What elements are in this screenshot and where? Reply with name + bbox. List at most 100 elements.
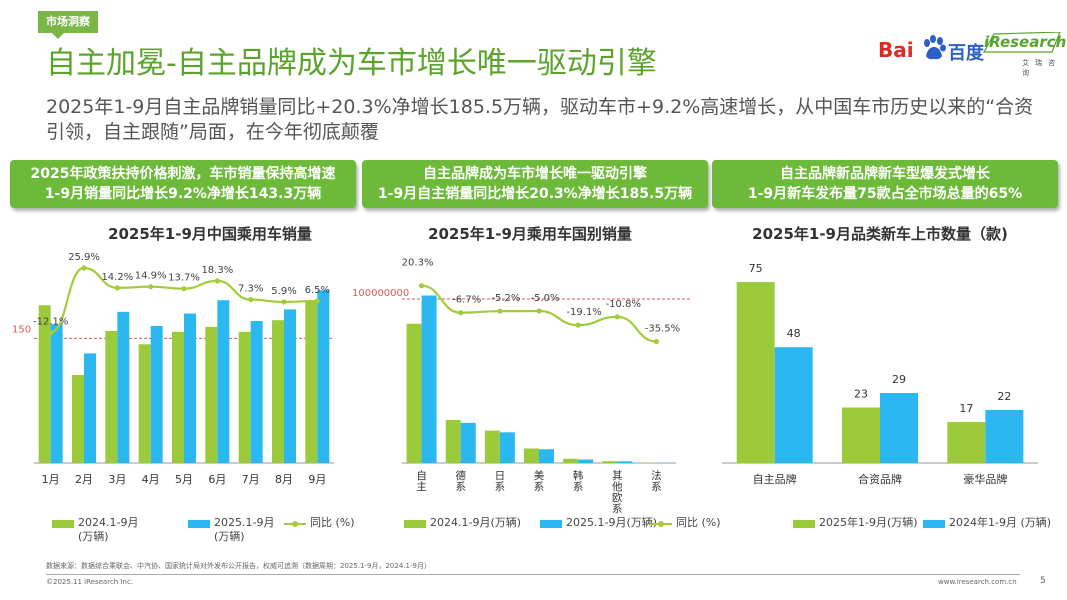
yoy-label: -10.8% xyxy=(606,299,641,310)
x-tick-label-char: 美 xyxy=(534,469,545,482)
yoy-label: 7.3% xyxy=(238,284,263,295)
x-tick-label-char: 系 xyxy=(534,481,545,493)
bar-2024 xyxy=(985,409,1024,463)
page-title: 自主加冕-自主品牌成为车市增长唯一驱动引擎 xyxy=(46,46,657,81)
baidu-logo-text: Bai xyxy=(878,38,914,62)
bar-2025 xyxy=(736,282,775,463)
x-tick-label: 2月 xyxy=(75,473,93,486)
chart-3-title: 2025年1-9月品类新车上市数量（款) xyxy=(752,225,1008,243)
yoy-point xyxy=(314,298,320,304)
yoy-point xyxy=(248,296,254,303)
x-tick-label-char: 法 xyxy=(651,469,662,482)
section-tag: 市场洞察 xyxy=(38,11,98,39)
banner-1: 2025年政策扶持价格刺激，车市销量保持高增速 1-9月销量同比增长9.2%净增… xyxy=(10,160,356,208)
bar-2024 xyxy=(445,419,461,463)
x-tick-label: 9月 xyxy=(308,473,326,486)
bar-2025 xyxy=(284,309,296,463)
data-label-2025: 17 xyxy=(959,402,973,415)
yoy-label: -5.2% xyxy=(491,293,520,304)
bar-2025 xyxy=(117,311,130,463)
data-label-2025: 75 xyxy=(749,262,763,275)
bar-2025 xyxy=(421,295,437,463)
yoy-point xyxy=(575,322,581,328)
bar-2024 xyxy=(602,461,618,463)
bar-2024 xyxy=(105,330,118,463)
yoy-point xyxy=(653,338,660,345)
bar-2025 xyxy=(50,324,63,463)
legend-label: 2025年1-9月(万辆) xyxy=(819,516,918,529)
yoy-label: 14.2% xyxy=(101,272,133,283)
x-tick-label: 合资品牌 xyxy=(858,472,902,486)
bar-2025 xyxy=(578,459,594,463)
banner-3: 自主品牌新品牌新车型爆发式增长 1-9月新车发布量75款占全市场总量的65% xyxy=(712,160,1058,208)
data-label-2024: 29 xyxy=(892,373,906,386)
legend-swatch xyxy=(540,520,562,528)
data-label-2024: 48 xyxy=(787,327,801,340)
legend-swatch xyxy=(404,520,426,528)
bar-2025 xyxy=(184,313,196,463)
legend-label: 同比 (%) xyxy=(310,516,355,529)
bar-2025 xyxy=(617,461,633,463)
x-tick-label-char: 日 xyxy=(495,470,506,482)
bar-2024 xyxy=(172,331,184,463)
x-tick-label-char: 德 xyxy=(455,469,466,482)
summary-text: 2025年1-9月自主品牌销量同比+20.3%净增长185.5万辆，驱动车市+9… xyxy=(46,96,1034,143)
bar-2024 xyxy=(138,344,151,463)
yoy-label: 5.9% xyxy=(271,286,296,297)
yoy-point xyxy=(148,284,154,290)
yoy-point xyxy=(281,299,287,305)
iresearch-swoosh-icon xyxy=(982,32,1061,53)
bar-2025 xyxy=(250,320,263,463)
yoy-label: -12.1% xyxy=(33,317,68,328)
legend-label: 同比 (%) xyxy=(676,516,721,529)
copyright: ©2025.11 iResearch Inc. xyxy=(46,578,134,586)
yoy-label: -6.7% xyxy=(452,295,481,306)
bar-2024 xyxy=(205,326,218,463)
x-tick-label-char: 欧 xyxy=(612,492,623,504)
data-source-note: 数据来源：数据综合乘联会、中汽协、国家统计局对外发布公开报告，权威可追溯（数据周… xyxy=(46,562,431,570)
bar-2024 xyxy=(238,331,251,463)
chart-2-title: 2025年1-9月乘用车国别销量 xyxy=(428,225,632,243)
yoy-point xyxy=(614,314,620,320)
yoy-point xyxy=(458,310,464,316)
x-tick-label-char: 自 xyxy=(416,469,427,482)
yoy-point xyxy=(181,286,187,292)
x-tick-label: 4月 xyxy=(142,473,160,486)
x-tick-label: 5月 xyxy=(175,473,193,486)
bar-2024 xyxy=(406,323,422,463)
chart-3-new-models: 75 48 自主品牌 23 29 合资品牌 17 22 豪华品牌 xyxy=(722,262,1038,486)
yoy-point xyxy=(114,285,120,291)
yoy-label: -19.1% xyxy=(566,307,601,318)
banner-2-line1: 自主品牌成为车市增长唯一驱动引擎 xyxy=(423,166,647,182)
banner-1-line1: 2025年政策扶持价格刺激，车市销量保持高增速 xyxy=(30,166,336,182)
bar-2025 xyxy=(317,290,330,463)
bar-2024 xyxy=(38,305,51,463)
bar-2025 xyxy=(150,325,163,463)
baidu-paw-icon xyxy=(924,35,946,60)
x-tick-label-char: 系 xyxy=(455,481,466,493)
bar-2024 xyxy=(484,430,500,463)
legend-swatch xyxy=(793,520,815,528)
yoy-label: 25.9% xyxy=(68,252,100,263)
x-tick-label: 1月 xyxy=(42,473,60,486)
legend-swatch xyxy=(52,520,74,528)
yoy-point xyxy=(418,283,425,289)
bar-2024 xyxy=(563,458,579,463)
yoy-label: 14.9% xyxy=(135,271,167,282)
bar-2025 xyxy=(217,300,230,463)
bar-2025 xyxy=(460,422,476,463)
banner-3-line1: 自主品牌新品牌新车型爆发式增长 xyxy=(780,166,990,182)
x-tick-label-char: 主 xyxy=(416,481,427,493)
yoy-point xyxy=(48,329,54,336)
bar-2024 xyxy=(305,301,318,463)
x-tick-label-char: 其 xyxy=(612,470,623,482)
x-tick-label: 3月 xyxy=(108,473,126,486)
baidu-cn-text: 百度 xyxy=(948,43,984,64)
bar-2025 xyxy=(947,421,986,463)
x-tick-label: 豪华品牌 xyxy=(963,472,1007,486)
x-tick-label-char: 系 xyxy=(612,503,623,515)
bar-2024 xyxy=(524,448,539,463)
data-label-2024: 22 xyxy=(997,390,1011,403)
legend-label: 2024.1-9月(万辆) xyxy=(430,516,522,529)
